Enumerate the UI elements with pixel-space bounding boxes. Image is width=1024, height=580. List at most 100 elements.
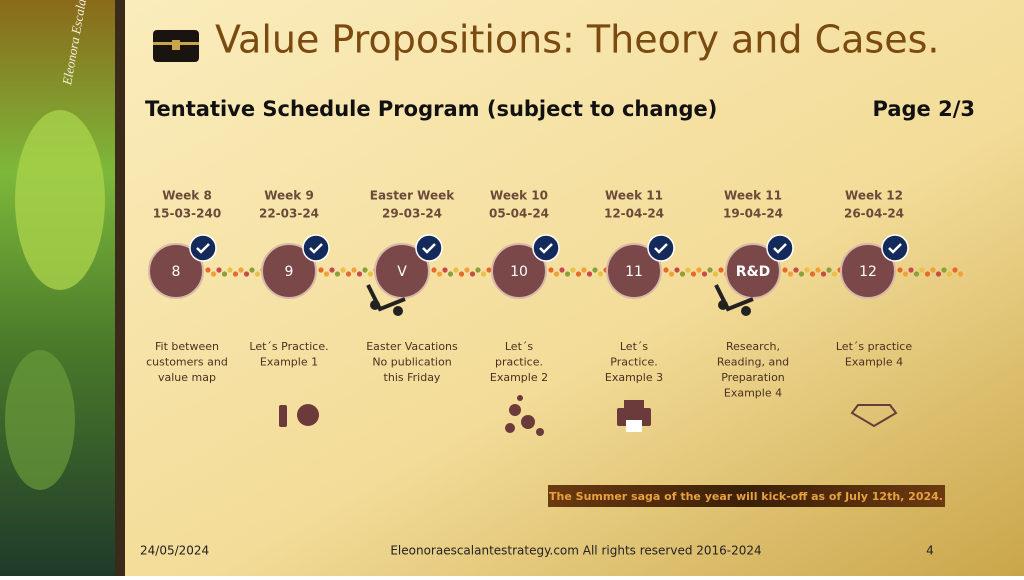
- check-badge: [647, 234, 675, 262]
- chain-dot: [318, 267, 324, 273]
- check-badge: [415, 234, 443, 262]
- circle-label: 11: [625, 264, 643, 280]
- week-label: Week 11: [724, 189, 782, 203]
- chain-dot: [930, 267, 936, 273]
- chain-dot: [718, 267, 724, 273]
- week-description: value map: [158, 371, 216, 384]
- chain-dot: [431, 267, 437, 273]
- week-description: Easter Vacations: [366, 340, 458, 353]
- footer-date: 24/05/2024: [140, 544, 209, 558]
- week-label: Easter Week: [370, 189, 455, 203]
- check-mark: [309, 243, 323, 254]
- chain-dot: [592, 267, 598, 273]
- chain-dot: [919, 267, 925, 273]
- chain-dot: [908, 267, 914, 273]
- week-description: Example 2: [490, 371, 548, 384]
- chain-dot: [668, 271, 675, 277]
- chain-dot: [707, 267, 713, 273]
- check-mark: [773, 243, 787, 254]
- chain-dot: [216, 267, 222, 273]
- chain-dot: [809, 271, 816, 277]
- check-badge: [766, 234, 794, 262]
- chain-dot: [696, 267, 702, 273]
- chain-dot: [586, 271, 593, 277]
- subtitle: Tentative Schedule Program (subject to c…: [145, 97, 717, 121]
- chain-dot: [793, 267, 799, 273]
- week-label: Week 12: [845, 189, 903, 203]
- week-description: Research,: [726, 340, 780, 353]
- week-date: 26-04-24: [844, 207, 904, 221]
- chain-dot: [249, 267, 255, 273]
- chain-dot: [340, 267, 346, 273]
- footer-number: 4: [926, 544, 934, 558]
- chain-dot: [243, 271, 250, 277]
- chain-dot: [436, 271, 443, 277]
- chain-dot: [897, 267, 903, 273]
- chain-dot: [221, 271, 228, 277]
- chain-dot: [924, 271, 931, 277]
- check-mark: [422, 243, 436, 254]
- check-mark: [654, 243, 668, 254]
- chain-dot: [475, 267, 481, 273]
- chain-dot: [798, 271, 805, 277]
- chain-dot: [238, 267, 244, 273]
- divider: [115, 0, 125, 576]
- chain-dot: [447, 271, 454, 277]
- chain-dot: [804, 267, 810, 273]
- check-badge: [532, 234, 560, 262]
- week-description: practice.: [495, 356, 543, 369]
- leaf: [5, 350, 75, 490]
- footer-copyright: Eleonoraescalantestrategy.com All rights…: [390, 544, 761, 558]
- chain-dot: [205, 267, 211, 273]
- circle-label: 9: [285, 264, 294, 280]
- chain-dot: [663, 267, 669, 273]
- chain-dot: [782, 267, 788, 273]
- week-label: Week 9: [264, 189, 314, 203]
- chain-dot: [679, 271, 686, 277]
- chain-dot: [957, 271, 964, 277]
- week-description: Let´s Practice.: [249, 340, 328, 353]
- chain-dot: [820, 271, 827, 277]
- chain-dot: [674, 267, 680, 273]
- chain-dot: [787, 271, 794, 277]
- week-description: Example 4: [845, 356, 903, 369]
- week-description: Practice.: [610, 356, 657, 369]
- week-description: Example 1: [260, 356, 318, 369]
- week-label: Week 8: [162, 189, 212, 203]
- chain-dot: [831, 271, 838, 277]
- chain-dot: [453, 267, 459, 273]
- week-description: Let´s: [505, 340, 534, 353]
- chain-dot: [442, 267, 448, 273]
- chest-icon: [153, 30, 199, 62]
- week-circle: [840, 243, 896, 299]
- check-badge: [881, 234, 909, 262]
- chain-dot: [254, 271, 261, 277]
- chain-dot: [685, 267, 691, 273]
- week-circle: [148, 243, 204, 299]
- circle-label: 12: [859, 264, 877, 280]
- week-description: Preparation: [721, 371, 785, 384]
- chain-dot: [935, 271, 942, 277]
- chain-dot: [946, 271, 953, 277]
- leaf: [15, 110, 105, 290]
- chain-dot: [334, 271, 341, 277]
- week-circle: [606, 243, 662, 299]
- week-description: Let´s practice: [836, 340, 912, 353]
- chain-dot: [701, 271, 708, 277]
- chain-dot: [323, 271, 330, 277]
- chain-dot: [575, 271, 582, 277]
- chain-dot: [941, 267, 947, 273]
- week-circle: [725, 243, 781, 299]
- week-description: Example 4: [724, 387, 782, 400]
- chain-dot: [469, 271, 476, 277]
- chain-dot: [345, 271, 352, 277]
- chain-dot: [570, 267, 576, 273]
- chain-dot: [690, 271, 697, 277]
- chain-dot: [952, 267, 958, 273]
- check-mark: [196, 243, 210, 254]
- circle-label: R&D: [736, 264, 771, 280]
- week-label: Week 11: [605, 189, 663, 203]
- week-description: Reading, and: [717, 356, 789, 369]
- circle-label: 8: [172, 264, 181, 280]
